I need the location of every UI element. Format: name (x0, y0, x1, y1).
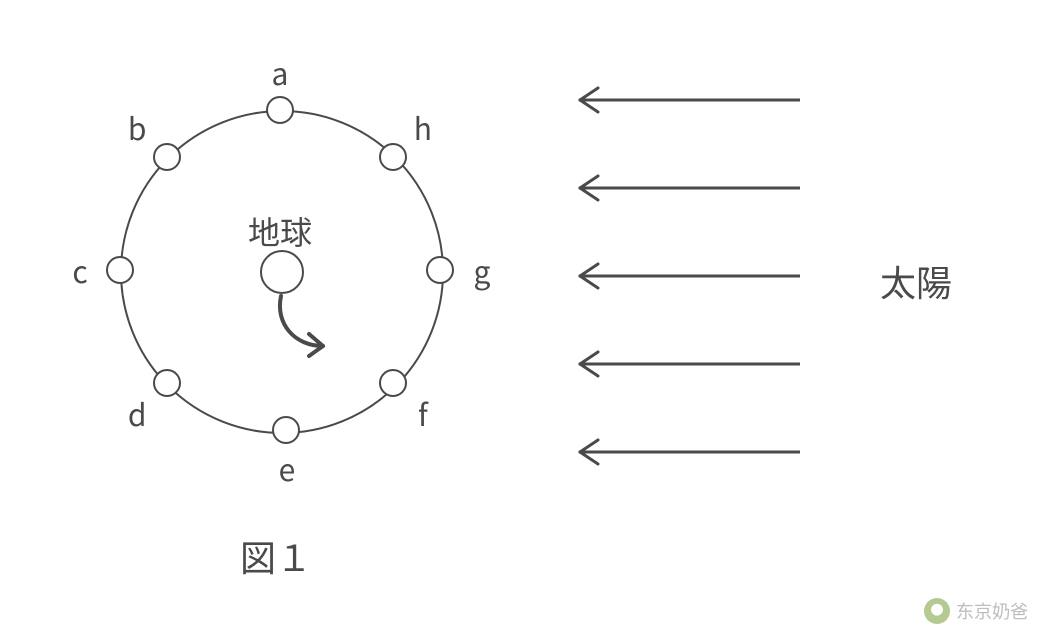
moon-position-c (106, 256, 134, 284)
sun-arrow-icon (570, 349, 800, 379)
earth-circle (260, 250, 304, 294)
sun-arrow-icon (570, 437, 800, 467)
sun-arrow-icon (570, 85, 800, 115)
orbit-diagram: 地球 abcdefgh (70, 60, 490, 480)
figure-caption: 図１ (240, 530, 312, 582)
moon-label-f: f (418, 391, 428, 435)
moon-position-b (153, 143, 181, 171)
moon-label-h: h (414, 105, 432, 149)
sun-arrow-icon (570, 261, 800, 291)
moon-position-d (153, 369, 181, 397)
moon-label-c: c (72, 248, 87, 292)
moon-position-e (272, 416, 300, 444)
watermark-text: 东京奶爸 (956, 598, 1028, 624)
watermark: 东京奶爸 (924, 598, 1028, 624)
earth-label: 地球 (248, 208, 312, 254)
sun-arrow-icon (570, 173, 800, 203)
sun-label: 太陽 (880, 255, 952, 307)
moon-label-g: g (474, 248, 491, 292)
moon-label-b: b (128, 105, 147, 149)
moon-position-h (379, 143, 407, 171)
moon-label-e: e (279, 446, 296, 490)
moon-position-g (426, 256, 454, 284)
moon-label-d: d (128, 391, 147, 435)
moon-position-a (266, 96, 294, 124)
moon-position-f (379, 369, 407, 397)
sun-arrows (570, 85, 810, 465)
watermark-icon (924, 598, 950, 624)
moon-label-a: a (272, 50, 289, 94)
